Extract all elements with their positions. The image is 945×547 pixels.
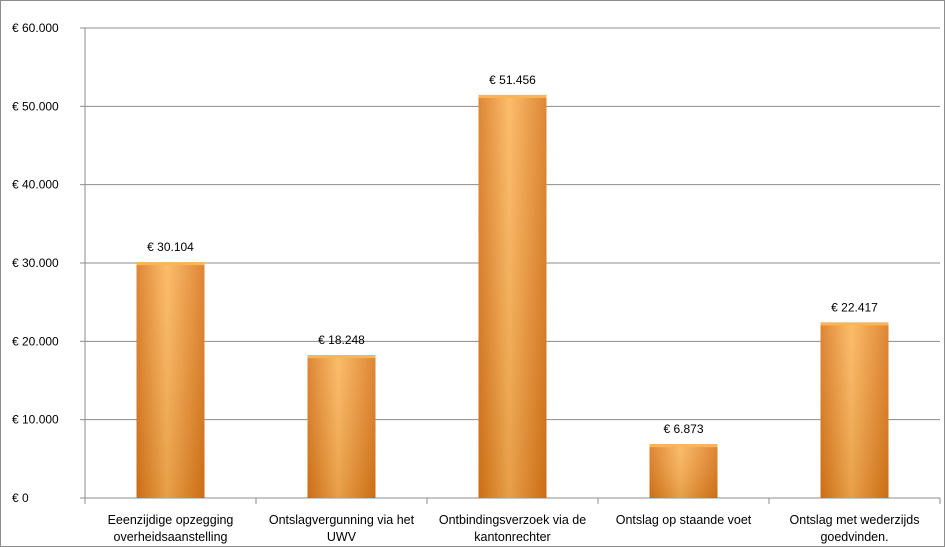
x-category-label: Ontslag met wederzijds	[790, 513, 920, 527]
data-label: € 51.456	[489, 73, 536, 87]
data-label: € 18.248	[318, 333, 365, 347]
x-category-label: kantonrechter	[474, 530, 550, 544]
bar-top-highlight	[649, 444, 718, 448]
bar-top-highlight	[478, 94, 547, 98]
bar-shade	[136, 262, 205, 498]
x-category-label: Ontslagvergunning via het	[269, 513, 415, 527]
data-label: € 6.873	[663, 422, 703, 436]
bar-shade	[649, 444, 718, 498]
x-category-label: UWV	[327, 530, 357, 544]
bars	[136, 94, 889, 498]
x-category-label: goedvinden.	[820, 530, 888, 544]
x-category-label: Ontslag op staande voet	[616, 513, 752, 527]
bar-top-highlight	[820, 322, 889, 326]
y-tick-label: € 30.000	[12, 256, 59, 270]
labels: € 0 € 10.000 € 20.000 € 30.000 € 40.000 € 50.…	[12, 21, 919, 544]
y-tick-label: € 40.000	[12, 178, 59, 192]
bar-shade	[307, 355, 376, 498]
y-tick-label: € 10.000	[12, 413, 59, 427]
bar-shade	[820, 322, 889, 498]
bar-top-highlight	[136, 262, 205, 266]
y-tick-label: € 50.000	[12, 99, 59, 113]
y-tick-label: € 0	[12, 491, 29, 505]
x-category-label: Ontbindingsverzoek via de	[439, 513, 586, 527]
bar-top-highlight	[307, 355, 376, 359]
x-category-label: overheidsaanstelling	[114, 530, 228, 544]
data-label: € 22.417	[831, 300, 878, 314]
data-label: € 30.104	[147, 240, 194, 254]
y-tick-label: € 20.000	[12, 334, 59, 348]
bar-shade	[478, 94, 547, 498]
y-tick-label: € 60.000	[12, 21, 59, 35]
x-category-label: Eeenzijdige opzegging	[108, 513, 234, 527]
